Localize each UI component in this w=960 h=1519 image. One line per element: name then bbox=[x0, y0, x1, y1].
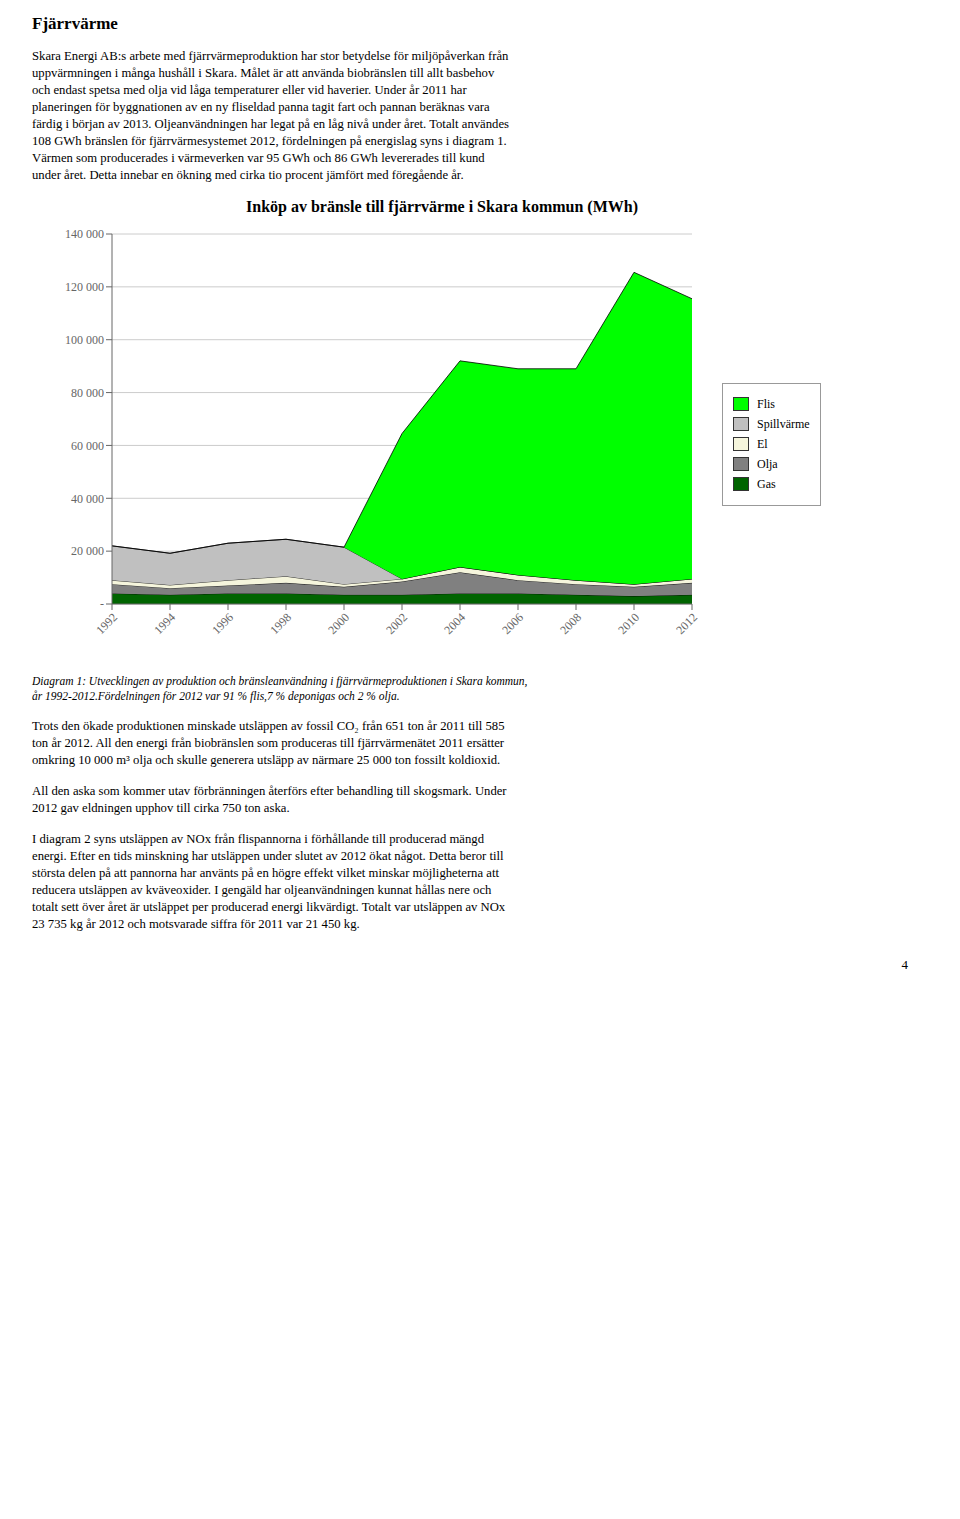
html-text:totalt sett över året är utslä: totalt sett över året är utsläppet per p… bbox=[32, 900, 506, 914]
svg-text:60 000: 60 000 bbox=[71, 439, 104, 453]
svg-text:120 000: 120 000 bbox=[65, 280, 104, 294]
html-text:största delen på att pannorna: största delen på att pannorna har använt… bbox=[32, 866, 499, 880]
html-text:El: El bbox=[757, 436, 768, 451]
svg-text:2002: 2002 bbox=[383, 610, 410, 637]
html-text:Diagram 1: Utvecklingen av pro: Diagram 1: Utvecklingen av produktion oc… bbox=[32, 675, 528, 687]
html-text:färdig i början av 2013. Oljea: färdig i början av 2013. Oljeanvändninge… bbox=[32, 117, 509, 131]
svg-text:1998: 1998 bbox=[267, 610, 294, 637]
svg-text:80 000: 80 000 bbox=[71, 386, 104, 400]
svg-text:2000: 2000 bbox=[325, 610, 352, 637]
html-text:Inköp av bränsle till fjärrvär: Inköp av bränsle till fjärrvärme i Skara… bbox=[246, 198, 638, 215]
html-text:reducera utsläppen av kväveoxi: reducera utsläppen av kväveoxider. I gen… bbox=[32, 883, 492, 897]
html-text:ton år 2012. All den energi fr: ton år 2012. All den energi från biobrän… bbox=[32, 736, 505, 750]
html-text:energi. Efter en tids minsknin: energi. Efter en tids minskning har utsl… bbox=[32, 849, 504, 863]
svg-text:2006: 2006 bbox=[499, 610, 526, 637]
html-text:Fjärrvärme: Fjärrvärme bbox=[32, 14, 118, 33]
svg-text:-: - bbox=[100, 597, 104, 611]
html-text:All den aska som kommer utav f: All den aska som kommer utav förbränning… bbox=[32, 784, 507, 798]
html-text:år 1992-2012.Fördelningen för: år 1992-2012.Fördelningen för 2012 var 9… bbox=[32, 690, 400, 702]
html-text:Trots den ökade produktionen m: Trots den ökade produktionen minskade ut… bbox=[32, 719, 505, 733]
svg-text:40 000: 40 000 bbox=[71, 492, 104, 506]
html-text:Gas: Gas bbox=[757, 476, 776, 491]
html-text:omkring 10 000 m³ olja och sku: omkring 10 000 m³ olja och skulle genere… bbox=[32, 753, 501, 767]
svg-text:2012: 2012 bbox=[673, 610, 700, 637]
svg-text:20 000: 20 000 bbox=[71, 544, 104, 558]
svg-text:140 000: 140 000 bbox=[65, 227, 104, 241]
html-text:Spillvärme: Spillvärme bbox=[757, 416, 810, 431]
svg-text:2010: 2010 bbox=[615, 610, 642, 637]
html-text:I diagram 2 syns utsläppen av: I diagram 2 syns utsläppen av NOx från f… bbox=[32, 832, 484, 846]
svg-text:1996: 1996 bbox=[209, 610, 236, 637]
html-text:under året. Detta innebar en ö: under året. Detta innebar en ökning med … bbox=[32, 168, 464, 182]
html-text:108 GWh bränslen för fjärrvärm: 108 GWh bränslen för fjärrvärmesystemet … bbox=[32, 134, 507, 148]
html-text:23 735 kg år 2012 och motsvara: 23 735 kg år 2012 och motsvarade siffra … bbox=[32, 917, 360, 931]
svg-text:2004: 2004 bbox=[441, 610, 468, 637]
html-text:4: 4 bbox=[901, 957, 908, 972]
svg-text:1994: 1994 bbox=[151, 610, 178, 637]
html-text:Flis: Flis bbox=[757, 396, 775, 411]
html-text:Värmen som producerades i värm: Värmen som producerades i värmeverken va… bbox=[32, 151, 485, 165]
html-text:och endast spetsa med olja vid: och endast spetsa med olja vid låga temp… bbox=[32, 83, 467, 97]
svg-text:1992: 1992 bbox=[93, 610, 120, 637]
svg-text:2008: 2008 bbox=[557, 610, 584, 637]
html-text:2012 gav eldningen upphov till: 2012 gav eldningen upphov till cirka 750… bbox=[32, 801, 290, 815]
html-text:uppvärmningen i många hushåll: uppvärmningen i många hushåll i Skara. M… bbox=[32, 66, 495, 80]
html-text:Skara Energi AB:s arbete med f: Skara Energi AB:s arbete med fjärrvärmep… bbox=[32, 49, 509, 63]
html-text:Olja: Olja bbox=[757, 456, 778, 471]
svg-text:100 000: 100 000 bbox=[65, 333, 104, 347]
html-text:planeringen för byggnationen a: planeringen för byggnationen av en ny fl… bbox=[32, 100, 490, 114]
